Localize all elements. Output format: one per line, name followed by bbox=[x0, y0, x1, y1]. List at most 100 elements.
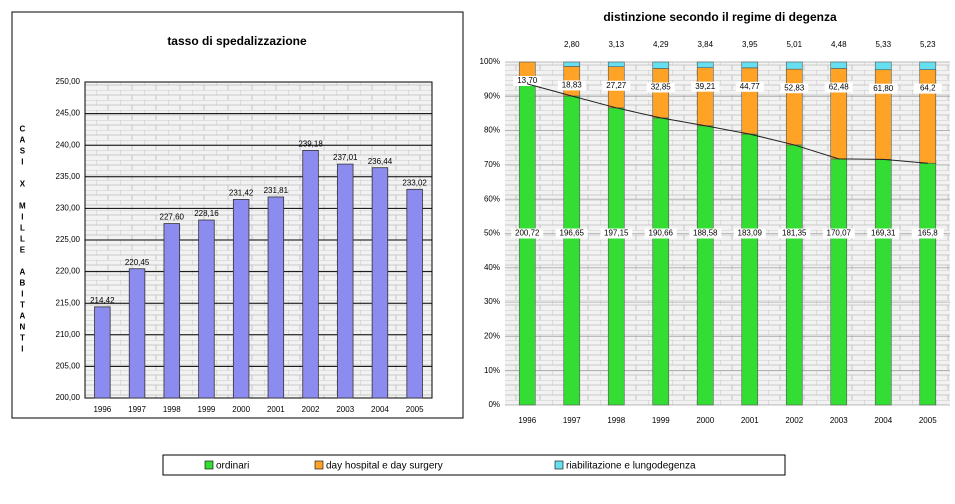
bar-segment bbox=[563, 61, 581, 67]
bar-segment bbox=[741, 67, 759, 135]
label-box bbox=[691, 81, 720, 92]
legend-label: ordinari bbox=[216, 461, 249, 472]
y-tick-label: 245,00 bbox=[56, 109, 81, 118]
x-tick-label: 2000 bbox=[696, 416, 714, 425]
label-box bbox=[644, 228, 677, 239]
bar bbox=[128, 268, 146, 399]
value-label: 228,16 bbox=[194, 209, 219, 218]
y-tick-label: 90% bbox=[484, 91, 500, 100]
label-box bbox=[733, 228, 766, 239]
x-tick-label: 2003 bbox=[336, 405, 354, 414]
label-box bbox=[557, 80, 586, 91]
value-label: 5,01 bbox=[786, 40, 802, 49]
label-box bbox=[600, 228, 633, 239]
label-box bbox=[913, 83, 942, 94]
x-tick-label: 1997 bbox=[563, 416, 581, 425]
y-tick-label: 225,00 bbox=[56, 235, 81, 244]
value-label: 233,02 bbox=[402, 178, 427, 187]
value-label: 18,83 bbox=[562, 81, 583, 90]
bar-segment bbox=[830, 158, 848, 406]
y-tick-label: 200,00 bbox=[56, 393, 81, 402]
bar-segment bbox=[652, 61, 670, 69]
bar-segment bbox=[874, 159, 892, 406]
legend-swatch bbox=[204, 460, 214, 470]
bar-segment bbox=[607, 61, 625, 68]
bar-segment bbox=[919, 162, 937, 406]
value-label: 188,58 bbox=[693, 229, 718, 238]
label-box bbox=[602, 80, 631, 91]
y-tick-label: 210,00 bbox=[56, 330, 81, 339]
legend bbox=[162, 454, 786, 476]
value-label: 200,72 bbox=[515, 229, 540, 238]
x-tick-label: 2005 bbox=[919, 416, 937, 425]
value-label: 239,18 bbox=[298, 139, 323, 148]
y-tick-label: 100% bbox=[480, 57, 500, 66]
value-label: 197,15 bbox=[604, 229, 629, 238]
x-tick-label: 1999 bbox=[198, 405, 216, 414]
y-tick-label: 40% bbox=[484, 263, 500, 272]
label-box bbox=[780, 83, 809, 94]
label-box bbox=[555, 228, 588, 239]
value-label: 44,77 bbox=[740, 82, 761, 91]
value-label: 190,66 bbox=[649, 229, 674, 238]
value-label: 3,84 bbox=[697, 40, 713, 49]
label-box bbox=[869, 83, 898, 94]
legend-label: day hospital e day surgery bbox=[326, 461, 443, 472]
value-label: 170,07 bbox=[827, 229, 852, 238]
value-label: 227,60 bbox=[160, 213, 185, 222]
bar-segment bbox=[696, 61, 714, 68]
bar bbox=[198, 219, 215, 399]
value-label: 183,09 bbox=[738, 229, 763, 238]
value-label: 39,21 bbox=[695, 82, 716, 91]
value-label: 4,29 bbox=[653, 40, 669, 49]
value-label: 3,95 bbox=[742, 40, 758, 49]
y-axis-label: CASI X MILLE ABITANTI bbox=[18, 125, 27, 356]
value-label: 220,45 bbox=[125, 258, 150, 267]
x-tick-label: 2001 bbox=[741, 416, 759, 425]
value-label: 181,35 bbox=[782, 229, 807, 238]
value-label: 61,80 bbox=[873, 84, 894, 93]
y-tick-label: 250,00 bbox=[56, 77, 81, 86]
x-tick-label: 2003 bbox=[830, 416, 848, 425]
value-label: 64,2 bbox=[920, 84, 936, 93]
bar bbox=[267, 196, 285, 399]
value-label: 5,23 bbox=[920, 40, 936, 49]
bar bbox=[406, 188, 423, 399]
bar-segment bbox=[652, 68, 670, 119]
y-tick-label: 70% bbox=[484, 160, 500, 169]
bar-segment bbox=[563, 95, 581, 406]
value-label: 62,48 bbox=[829, 83, 850, 92]
value-label: 231,42 bbox=[229, 189, 254, 198]
label-box bbox=[911, 228, 944, 239]
legend-swatch bbox=[554, 460, 564, 470]
x-tick-label: 2004 bbox=[874, 416, 892, 425]
value-label: 214,42 bbox=[90, 296, 115, 305]
y-tick-label: 30% bbox=[484, 297, 500, 306]
x-tick-label: 1996 bbox=[93, 405, 111, 414]
label-box bbox=[824, 82, 853, 93]
x-tick-label: 1997 bbox=[128, 405, 146, 414]
bar bbox=[337, 163, 354, 399]
value-label: 196,65 bbox=[560, 229, 585, 238]
value-label: 13,70 bbox=[517, 76, 538, 85]
bar-segment bbox=[785, 61, 803, 70]
y-tick-label: 60% bbox=[484, 194, 500, 203]
bar-segment bbox=[607, 107, 625, 406]
bar-segment bbox=[919, 61, 937, 70]
value-label: 3,13 bbox=[608, 40, 624, 49]
x-tick-label: 1999 bbox=[652, 416, 670, 425]
x-tick-label: 2002 bbox=[302, 405, 320, 414]
chart-title: distinzione secondo il regime di degenza bbox=[603, 10, 837, 24]
legend-swatch bbox=[314, 460, 324, 470]
bar-segment bbox=[785, 144, 803, 406]
label-box bbox=[689, 228, 722, 239]
bar-segment bbox=[696, 67, 714, 127]
series-line bbox=[527, 83, 928, 164]
y-tick-label: 240,00 bbox=[56, 140, 81, 149]
y-tick-label: 50% bbox=[484, 229, 500, 238]
x-tick-label: 2001 bbox=[267, 405, 285, 414]
y-tick-label: 10% bbox=[484, 366, 500, 375]
value-label: 236,44 bbox=[368, 157, 393, 166]
bar bbox=[371, 167, 389, 399]
